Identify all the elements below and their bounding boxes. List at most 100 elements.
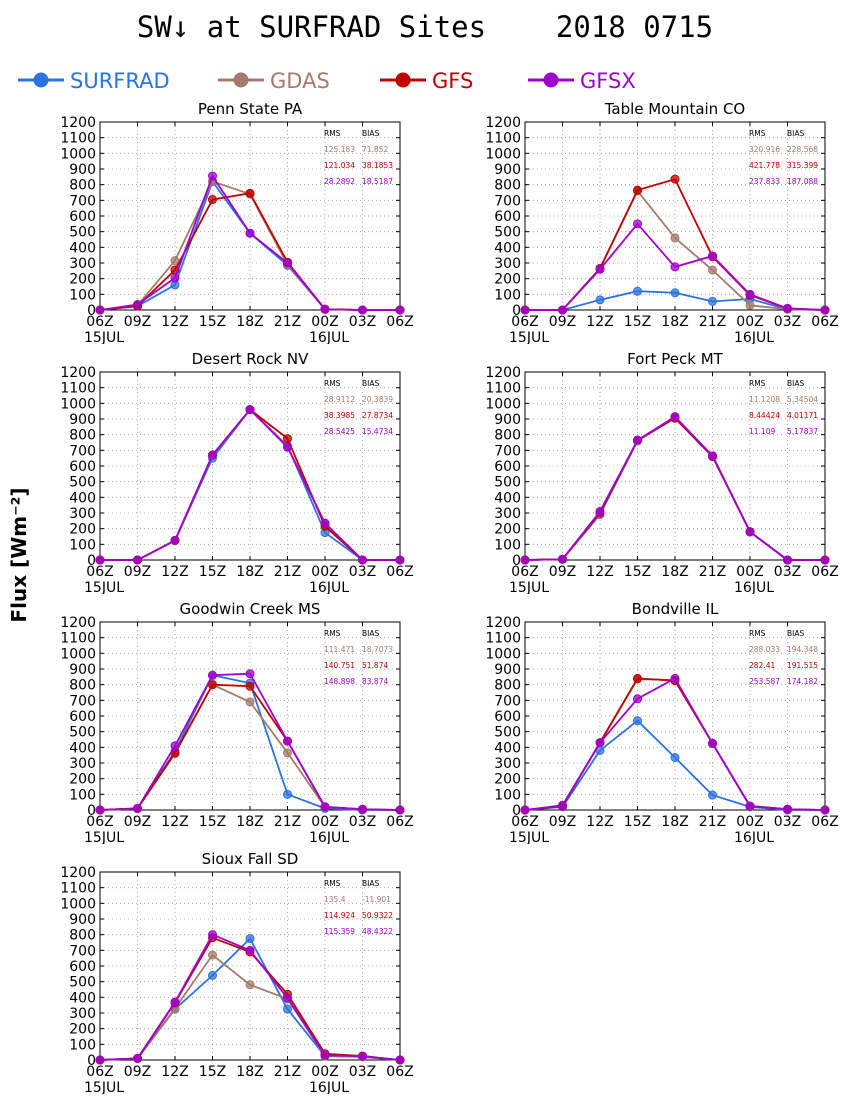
- stats-header-rms: RMS: [324, 879, 341, 888]
- x-tick-label: 12Z: [586, 814, 613, 830]
- date-label: 16JUL: [309, 830, 349, 844]
- y-tick-label: 700: [69, 693, 96, 709]
- y-tick-label: 100: [494, 287, 521, 303]
- x-tick-label: 09Z: [124, 564, 151, 580]
- data-point: [208, 930, 217, 940]
- stats-bias-value: 228.568: [787, 145, 818, 154]
- data-point: [783, 303, 792, 313]
- chart-bondville-il: Bondville IL 0100200300400500600700800900…: [485, 600, 838, 844]
- y-tick-label: 300: [494, 506, 521, 522]
- data-point: [633, 286, 642, 296]
- stats-header-rms: RMS: [324, 379, 341, 388]
- x-tick-label: 12Z: [586, 564, 613, 580]
- x-tick-label: 00Z: [311, 814, 338, 830]
- stats-bias-value: 5.34504: [787, 395, 818, 404]
- date-label: 16JUL: [309, 330, 349, 344]
- stats-rms-value: 125.183: [324, 145, 355, 154]
- stats-table: RMS BIAS 28.9112 20.3839 38.3985 27.8734 28.54…: [324, 379, 393, 436]
- y-tick-label: 0: [512, 303, 521, 319]
- stats-rms-value: 421.778: [749, 161, 780, 170]
- legend: SURFRAD GDAS GFS GFSX: [18, 69, 636, 93]
- series-gfs: [520, 673, 830, 815]
- y-tick-label: 700: [494, 443, 521, 459]
- stats-bias-value: 15.4734: [362, 427, 393, 436]
- data-point: [245, 980, 255, 990]
- series-gdas: [95, 177, 405, 315]
- x-tick-label: 00Z: [311, 1064, 338, 1080]
- x-tick-label: 21Z: [274, 1064, 301, 1080]
- chart-title: Sioux Fall SD: [202, 850, 299, 868]
- data-point: [358, 804, 367, 814]
- x-tick-label: 15Z: [199, 564, 226, 580]
- x-tick-label: 21Z: [274, 564, 301, 580]
- y-axis-label: Flux [Wm⁻²]: [7, 487, 31, 622]
- stats-header-rms: RMS: [324, 629, 341, 638]
- data-point: [208, 171, 217, 181]
- x-tick-label: 12Z: [161, 814, 188, 830]
- y-tick-label: 800: [69, 678, 96, 694]
- data-point: [95, 305, 105, 315]
- y-tick-label: 500: [69, 975, 96, 991]
- legend-item-gfs: GFS: [380, 69, 473, 93]
- stats-header-bias: BIAS: [362, 379, 379, 388]
- stats-rms-value: 28.2892: [324, 177, 355, 186]
- y-tick-label: 600: [494, 709, 521, 725]
- legend-label: GFSX: [580, 69, 636, 93]
- stats-rms-value: 11.1208: [749, 395, 780, 404]
- chart-title: Bondville IL: [632, 600, 719, 618]
- date-label: 15JUL: [84, 330, 124, 344]
- y-tick-label: 900: [494, 162, 521, 178]
- x-tick-label: 21Z: [274, 314, 301, 330]
- y-tick-label: 300: [69, 506, 96, 522]
- data-point: [670, 288, 680, 298]
- stats-rms-value: 253.587: [749, 677, 780, 686]
- x-tick-label: 09Z: [549, 314, 576, 330]
- x-tick-label: 06Z: [811, 314, 838, 330]
- x-tick-label: 18Z: [661, 314, 688, 330]
- stats-bias-value: 71.852: [362, 145, 388, 154]
- y-tick-label: 100: [69, 1037, 96, 1053]
- data-point: [283, 434, 292, 444]
- stats-rms-value: 288.033: [749, 645, 780, 654]
- stats-bias-value: 38.1853: [362, 161, 393, 170]
- stats-header-bias: BIAS: [362, 629, 379, 638]
- x-tick-label: 15Z: [199, 314, 226, 330]
- y-tick-label: 500: [494, 225, 521, 241]
- y-tick-label: 1100: [485, 631, 521, 647]
- y-tick-label: 0: [87, 1053, 96, 1069]
- stats-bias-value: 194.348: [787, 645, 818, 654]
- x-tick-label: 00Z: [736, 314, 763, 330]
- legend-marker: [233, 72, 249, 88]
- y-tick-label: 1100: [60, 381, 96, 397]
- x-tick-label: 18Z: [661, 814, 688, 830]
- data-point: [245, 945, 255, 955]
- data-point: [708, 790, 717, 800]
- data-point: [633, 716, 642, 726]
- stats-rms-value: 28.9112: [324, 395, 355, 404]
- data-point: [245, 669, 255, 679]
- data-point: [245, 228, 255, 238]
- y-tick-label: 400: [494, 490, 521, 506]
- y-tick-label: 1100: [485, 131, 521, 147]
- stats-header-bias: BIAS: [362, 879, 379, 888]
- data-point: [670, 673, 680, 683]
- data-point: [95, 555, 105, 565]
- y-tick-label: 1100: [485, 381, 521, 397]
- data-point: [708, 296, 717, 306]
- series-line: [524, 417, 825, 561]
- date-label: 15JUL: [509, 330, 549, 344]
- data-point: [133, 803, 142, 813]
- data-point: [320, 518, 330, 528]
- stats-rms-value: 8.44424: [749, 411, 780, 420]
- y-tick-label: 1000: [60, 646, 96, 662]
- x-tick-label: 12Z: [161, 1064, 188, 1080]
- data-point: [708, 265, 717, 275]
- stats-bias-value: -11.901: [362, 895, 391, 904]
- legend-marker: [33, 72, 49, 88]
- y-tick-label: 200: [494, 522, 521, 538]
- y-tick-label: 600: [69, 959, 96, 975]
- x-tick-label: 15Z: [624, 314, 651, 330]
- y-tick-label: 900: [69, 912, 96, 928]
- data-point: [170, 997, 180, 1007]
- data-point: [558, 800, 567, 810]
